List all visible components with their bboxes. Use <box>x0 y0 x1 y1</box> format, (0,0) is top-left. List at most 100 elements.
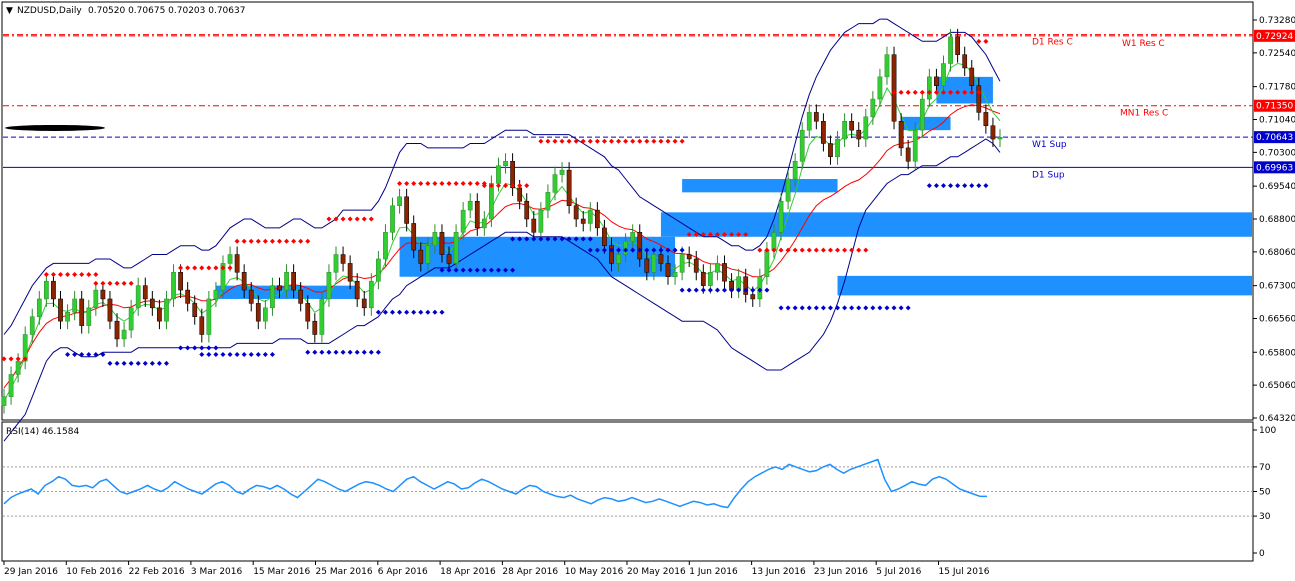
support-dot <box>418 309 424 315</box>
candle-body <box>390 205 395 233</box>
candle-body <box>164 298 169 322</box>
candle-body <box>128 307 134 331</box>
candle-body <box>481 218 487 229</box>
resistance-dot <box>460 180 466 186</box>
candle-body <box>870 98 876 118</box>
y-tick-label: 0.70300 <box>1259 148 1295 158</box>
x-tick-label: 28 Apr 2016 <box>502 567 558 577</box>
resistance-dot <box>93 280 99 286</box>
y-tick-label: 0.67300 <box>1259 282 1295 292</box>
support-dot <box>587 247 593 253</box>
support-dot <box>460 267 466 273</box>
support-dot <box>411 309 417 315</box>
y-tick-label: 0.69540 <box>1259 182 1295 192</box>
support-dot <box>382 309 388 315</box>
candle-body <box>665 263 671 277</box>
candle-body <box>630 232 636 242</box>
support-dot <box>305 349 311 355</box>
support-dot <box>658 247 664 253</box>
candle-body <box>58 298 63 322</box>
resistance-dot <box>185 265 191 271</box>
resistance-dot <box>397 180 403 186</box>
support-dot <box>220 351 226 357</box>
candle-body <box>411 223 417 251</box>
candle-body <box>580 218 586 224</box>
candle-body <box>948 36 953 64</box>
resistance-dot <box>785 247 791 253</box>
support-dot <box>637 247 643 253</box>
support-dot <box>587 236 593 242</box>
resistance-dot <box>404 180 410 186</box>
candle-body <box>270 285 275 309</box>
candle-body <box>799 129 805 162</box>
level-label: W1 Res C <box>1122 39 1165 49</box>
candle-body <box>672 272 678 277</box>
support-dot <box>255 351 261 357</box>
support-dot <box>559 236 565 242</box>
resistance-dot <box>305 238 311 244</box>
candle-body <box>79 298 85 326</box>
candle-body <box>453 232 459 264</box>
resistance-dot <box>128 280 134 286</box>
candle-body <box>121 329 127 340</box>
candle-body <box>538 209 544 233</box>
support-dot <box>573 236 579 242</box>
support-dot <box>156 360 162 366</box>
candle-body <box>700 272 706 286</box>
support-dot <box>185 345 191 351</box>
support-dot <box>940 183 946 189</box>
support-dot <box>142 360 148 366</box>
candle-body <box>397 196 402 206</box>
x-tick-label: 23 Jun 2016 <box>814 567 868 577</box>
resistance-dot <box>439 180 445 186</box>
rsi-tick-label: 100 <box>1259 426 1276 436</box>
candle-body <box>934 76 939 86</box>
support-dot <box>114 360 120 366</box>
support-dot <box>863 305 869 311</box>
support-dot <box>319 349 325 355</box>
resistance-dot <box>912 89 918 95</box>
candle-body <box>813 112 819 122</box>
resistance-dot <box>425 180 431 186</box>
candle-body <box>842 121 847 140</box>
resistance-dot <box>354 216 360 222</box>
support-dot <box>926 183 932 189</box>
candle-body <box>157 307 162 322</box>
candle-body <box>821 121 826 144</box>
candle-body <box>828 143 833 158</box>
resistance-dot <box>298 238 304 244</box>
support-dot <box>736 287 742 293</box>
candle-body <box>220 263 226 291</box>
candle-body <box>277 285 282 291</box>
candle-body <box>955 36 960 55</box>
resistance-dot <box>510 183 516 189</box>
support-dot <box>651 247 657 253</box>
candle-body <box>51 280 56 300</box>
support-dot <box>722 287 728 293</box>
candle-body <box>891 54 897 122</box>
support-dot <box>524 236 530 242</box>
resistance-dot <box>665 138 671 144</box>
resistance-dot <box>241 238 247 244</box>
support-dot <box>354 349 360 355</box>
candle-body <box>785 178 791 202</box>
resistance-dot <box>333 216 339 222</box>
chart-title: NZDUSD,Daily <box>17 6 82 16</box>
candle-body <box>651 254 657 273</box>
support-dot <box>707 287 713 293</box>
candle-body <box>474 200 480 229</box>
candle-body <box>743 276 749 295</box>
resistance-dot <box>206 265 212 271</box>
support-dot <box>545 236 551 242</box>
support-dot <box>552 236 558 242</box>
support-dot <box>820 305 826 311</box>
support-dot <box>86 351 92 357</box>
support-dot <box>813 305 819 311</box>
candle-body <box>460 209 466 233</box>
x-tick-label: 15 Mar 2016 <box>253 567 310 577</box>
support-dot <box>510 236 516 242</box>
x-tick-label: 5 Jul 2016 <box>876 567 921 577</box>
support-dot <box>404 309 410 315</box>
candle-body <box>531 218 537 233</box>
support-dot <box>870 305 876 311</box>
